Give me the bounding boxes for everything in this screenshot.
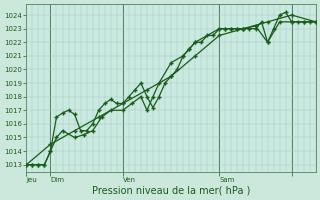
- X-axis label: Pression niveau de la mer( hPa ): Pression niveau de la mer( hPa ): [92, 186, 250, 196]
